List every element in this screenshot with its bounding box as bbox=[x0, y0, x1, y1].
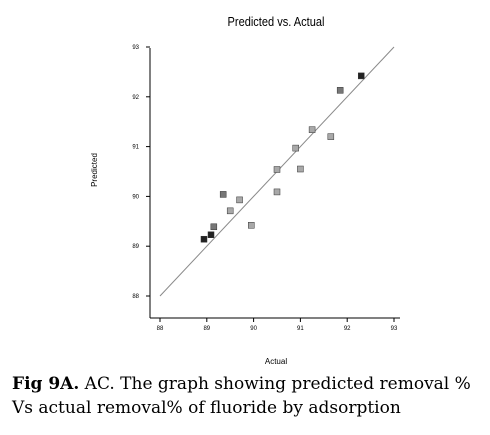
data-point bbox=[200, 235, 208, 243]
x-tick-label: 91 bbox=[297, 326, 304, 332]
data-point bbox=[210, 223, 218, 231]
y-tick-label: 88 bbox=[132, 294, 139, 300]
x-tick-label: 90 bbox=[250, 326, 257, 332]
x-tick-label: 92 bbox=[344, 326, 351, 332]
y-tick-label: 91 bbox=[132, 145, 139, 151]
x-tick-label: 88 bbox=[157, 326, 164, 332]
data-point bbox=[273, 166, 281, 173]
data-point bbox=[248, 222, 255, 229]
data-point bbox=[226, 207, 234, 215]
data-point bbox=[292, 144, 299, 152]
data-point bbox=[236, 196, 243, 204]
y-tick-label: 92 bbox=[132, 95, 139, 101]
caption-text: AC. The graph showing predicted removal … bbox=[12, 374, 471, 418]
data-point bbox=[273, 188, 281, 196]
data-point bbox=[219, 191, 227, 198]
y-tick-label: 93 bbox=[132, 45, 139, 51]
figure-caption: Fig 9A. AC. The graph showing predicted … bbox=[12, 372, 482, 420]
y-axis-label: Predicted bbox=[90, 153, 99, 187]
data-point bbox=[308, 126, 316, 133]
data-point bbox=[327, 133, 335, 140]
figure-label: Fig 9A. bbox=[12, 374, 80, 394]
x-ticks: 88 89 90 91 92 93 bbox=[157, 318, 398, 332]
data-point bbox=[336, 87, 344, 94]
data-point bbox=[357, 72, 365, 80]
data-points bbox=[200, 72, 365, 243]
y-ticks: 88 89 90 91 92 93 bbox=[132, 45, 150, 300]
x-tick-label: 93 bbox=[391, 326, 398, 332]
axes bbox=[149, 48, 400, 319]
x-tick-label: 89 bbox=[203, 326, 210, 332]
data-point bbox=[297, 165, 304, 173]
y-tick-label: 90 bbox=[132, 194, 139, 200]
chart-title: Predicted vs. Actual bbox=[228, 14, 325, 29]
x-axis-label: Actual bbox=[265, 357, 287, 366]
predicted-vs-actual-chart: Predicted vs. Actual 88 89 90 91 92 93 88 89 90… bbox=[90, 14, 400, 366]
data-point bbox=[207, 231, 215, 238]
y-tick-label: 89 bbox=[132, 244, 139, 250]
